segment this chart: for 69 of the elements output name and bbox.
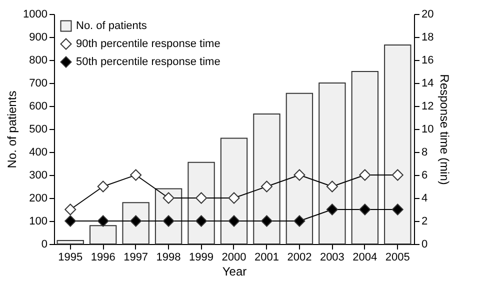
x-tick-label: 2001	[254, 252, 279, 264]
legend-label: 50th percentile response time	[76, 56, 220, 68]
y-tick-label: 700	[29, 78, 48, 90]
y2-tick-label: 18	[422, 32, 434, 44]
point	[64, 215, 76, 227]
point	[294, 215, 306, 227]
y-tick-label: 300	[29, 170, 48, 182]
bar	[384, 44, 412, 244]
y-tick-label: 900	[29, 32, 48, 44]
x-tick-label: 2002	[287, 252, 312, 264]
x-tick-label: 2004	[352, 252, 378, 264]
bar	[220, 138, 248, 244]
y2-tick-label: 10	[422, 124, 434, 136]
point	[392, 169, 404, 181]
point	[260, 215, 272, 227]
y2-tick-label: 14	[422, 78, 434, 90]
x-tick-label: 1997	[124, 252, 148, 264]
bar	[56, 240, 84, 244]
bar	[122, 202, 150, 244]
bar	[188, 162, 215, 244]
x-tick-label: 1995	[58, 252, 83, 264]
y-tick-label: 200	[29, 192, 48, 204]
legend-label: 90th percentile response time	[76, 38, 220, 50]
y-tick-label: 0	[41, 238, 48, 250]
x-axis-title: Year	[222, 264, 247, 278]
y2-tick-label: 8	[422, 146, 428, 158]
point	[162, 192, 174, 204]
point	[97, 180, 109, 192]
point	[196, 215, 208, 227]
x-tick-label: 1996	[90, 252, 116, 264]
bar	[351, 71, 378, 244]
x-tick-label: 1998	[156, 252, 181, 264]
point	[359, 169, 371, 181]
x-tick-label: 1999	[189, 252, 214, 264]
point	[260, 180, 272, 192]
y2-tick-label: 4	[422, 192, 428, 204]
y-axis-title: No. of patients	[5, 90, 20, 168]
bar	[286, 92, 314, 244]
bar	[318, 82, 346, 244]
y-tick-label: 400	[29, 146, 48, 158]
y-tick-label: 600	[29, 100, 48, 112]
x-tick-label: 2000	[222, 252, 246, 264]
y-tick-label: 500	[29, 124, 48, 136]
y2-axis-title: Response time (min)	[438, 74, 452, 185]
point	[392, 204, 404, 216]
y2-tick-label: 6	[422, 170, 428, 182]
y-tick-label: 800	[29, 54, 48, 66]
point	[294, 169, 306, 181]
point	[130, 169, 142, 181]
y2-tick-label: 16	[422, 54, 434, 66]
x-tick-label: 2005	[385, 252, 410, 264]
point	[228, 215, 240, 227]
point	[64, 204, 76, 216]
y2-tick-label: 12	[422, 100, 434, 112]
point	[196, 192, 208, 204]
y2-tick-label: 2	[422, 216, 428, 228]
bar	[253, 114, 280, 244]
point	[326, 180, 338, 192]
y-tick-label: 100	[29, 216, 48, 228]
y2-tick-label: 20	[422, 8, 434, 20]
y2-tick-label: 0	[422, 238, 428, 250]
point	[97, 215, 109, 227]
point	[326, 204, 338, 216]
point	[359, 204, 371, 216]
point	[162, 215, 174, 227]
x-tick-label: 2003	[320, 252, 344, 264]
y-tick-label: 1000	[23, 8, 48, 20]
point	[228, 192, 240, 204]
legend-label: No. of patients	[76, 20, 148, 32]
